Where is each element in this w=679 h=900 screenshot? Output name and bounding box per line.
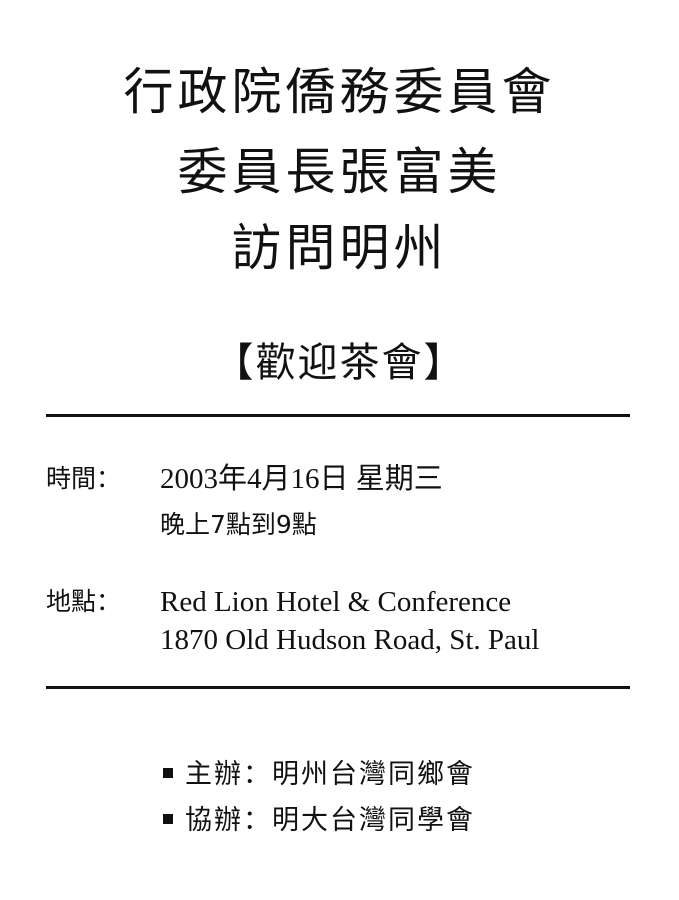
square-bullet-icon (163, 813, 173, 824)
divider-top (46, 414, 630, 417)
list-item: 協辦：明大台灣同學會 (163, 801, 475, 847)
time-hours: 晚上7點到9點 (160, 510, 317, 539)
time-date: 2003年4月16日 星期三 (160, 463, 443, 495)
event-name: 【歡迎茶會】 (213, 340, 466, 386)
title-line-person: 委員長張富美 (177, 143, 502, 201)
list-item: 主辦：明州台灣同鄉會 (163, 755, 475, 801)
host-organizer: 主辦：明州台灣同鄉會 (185, 759, 475, 790)
title-line-visit: 訪問明州 (231, 219, 448, 277)
square-bullet-icon (163, 767, 173, 778)
place-address: 1870 Old Hudson Road, St. Paul (160, 624, 540, 656)
organizer-list: 主辦：明州台灣同鄉會 協辦：明大台灣同學會 (163, 755, 475, 847)
divider-bottom (46, 686, 630, 689)
place-label: 地點： (46, 587, 122, 616)
co-organizer: 協辦：明大台灣同學會 (185, 805, 475, 836)
place-venue: Red Lion Hotel & Conference (160, 586, 512, 618)
time-label: 時間： (46, 464, 122, 493)
title-line-organization: 行政院僑務委員會 (123, 63, 556, 121)
